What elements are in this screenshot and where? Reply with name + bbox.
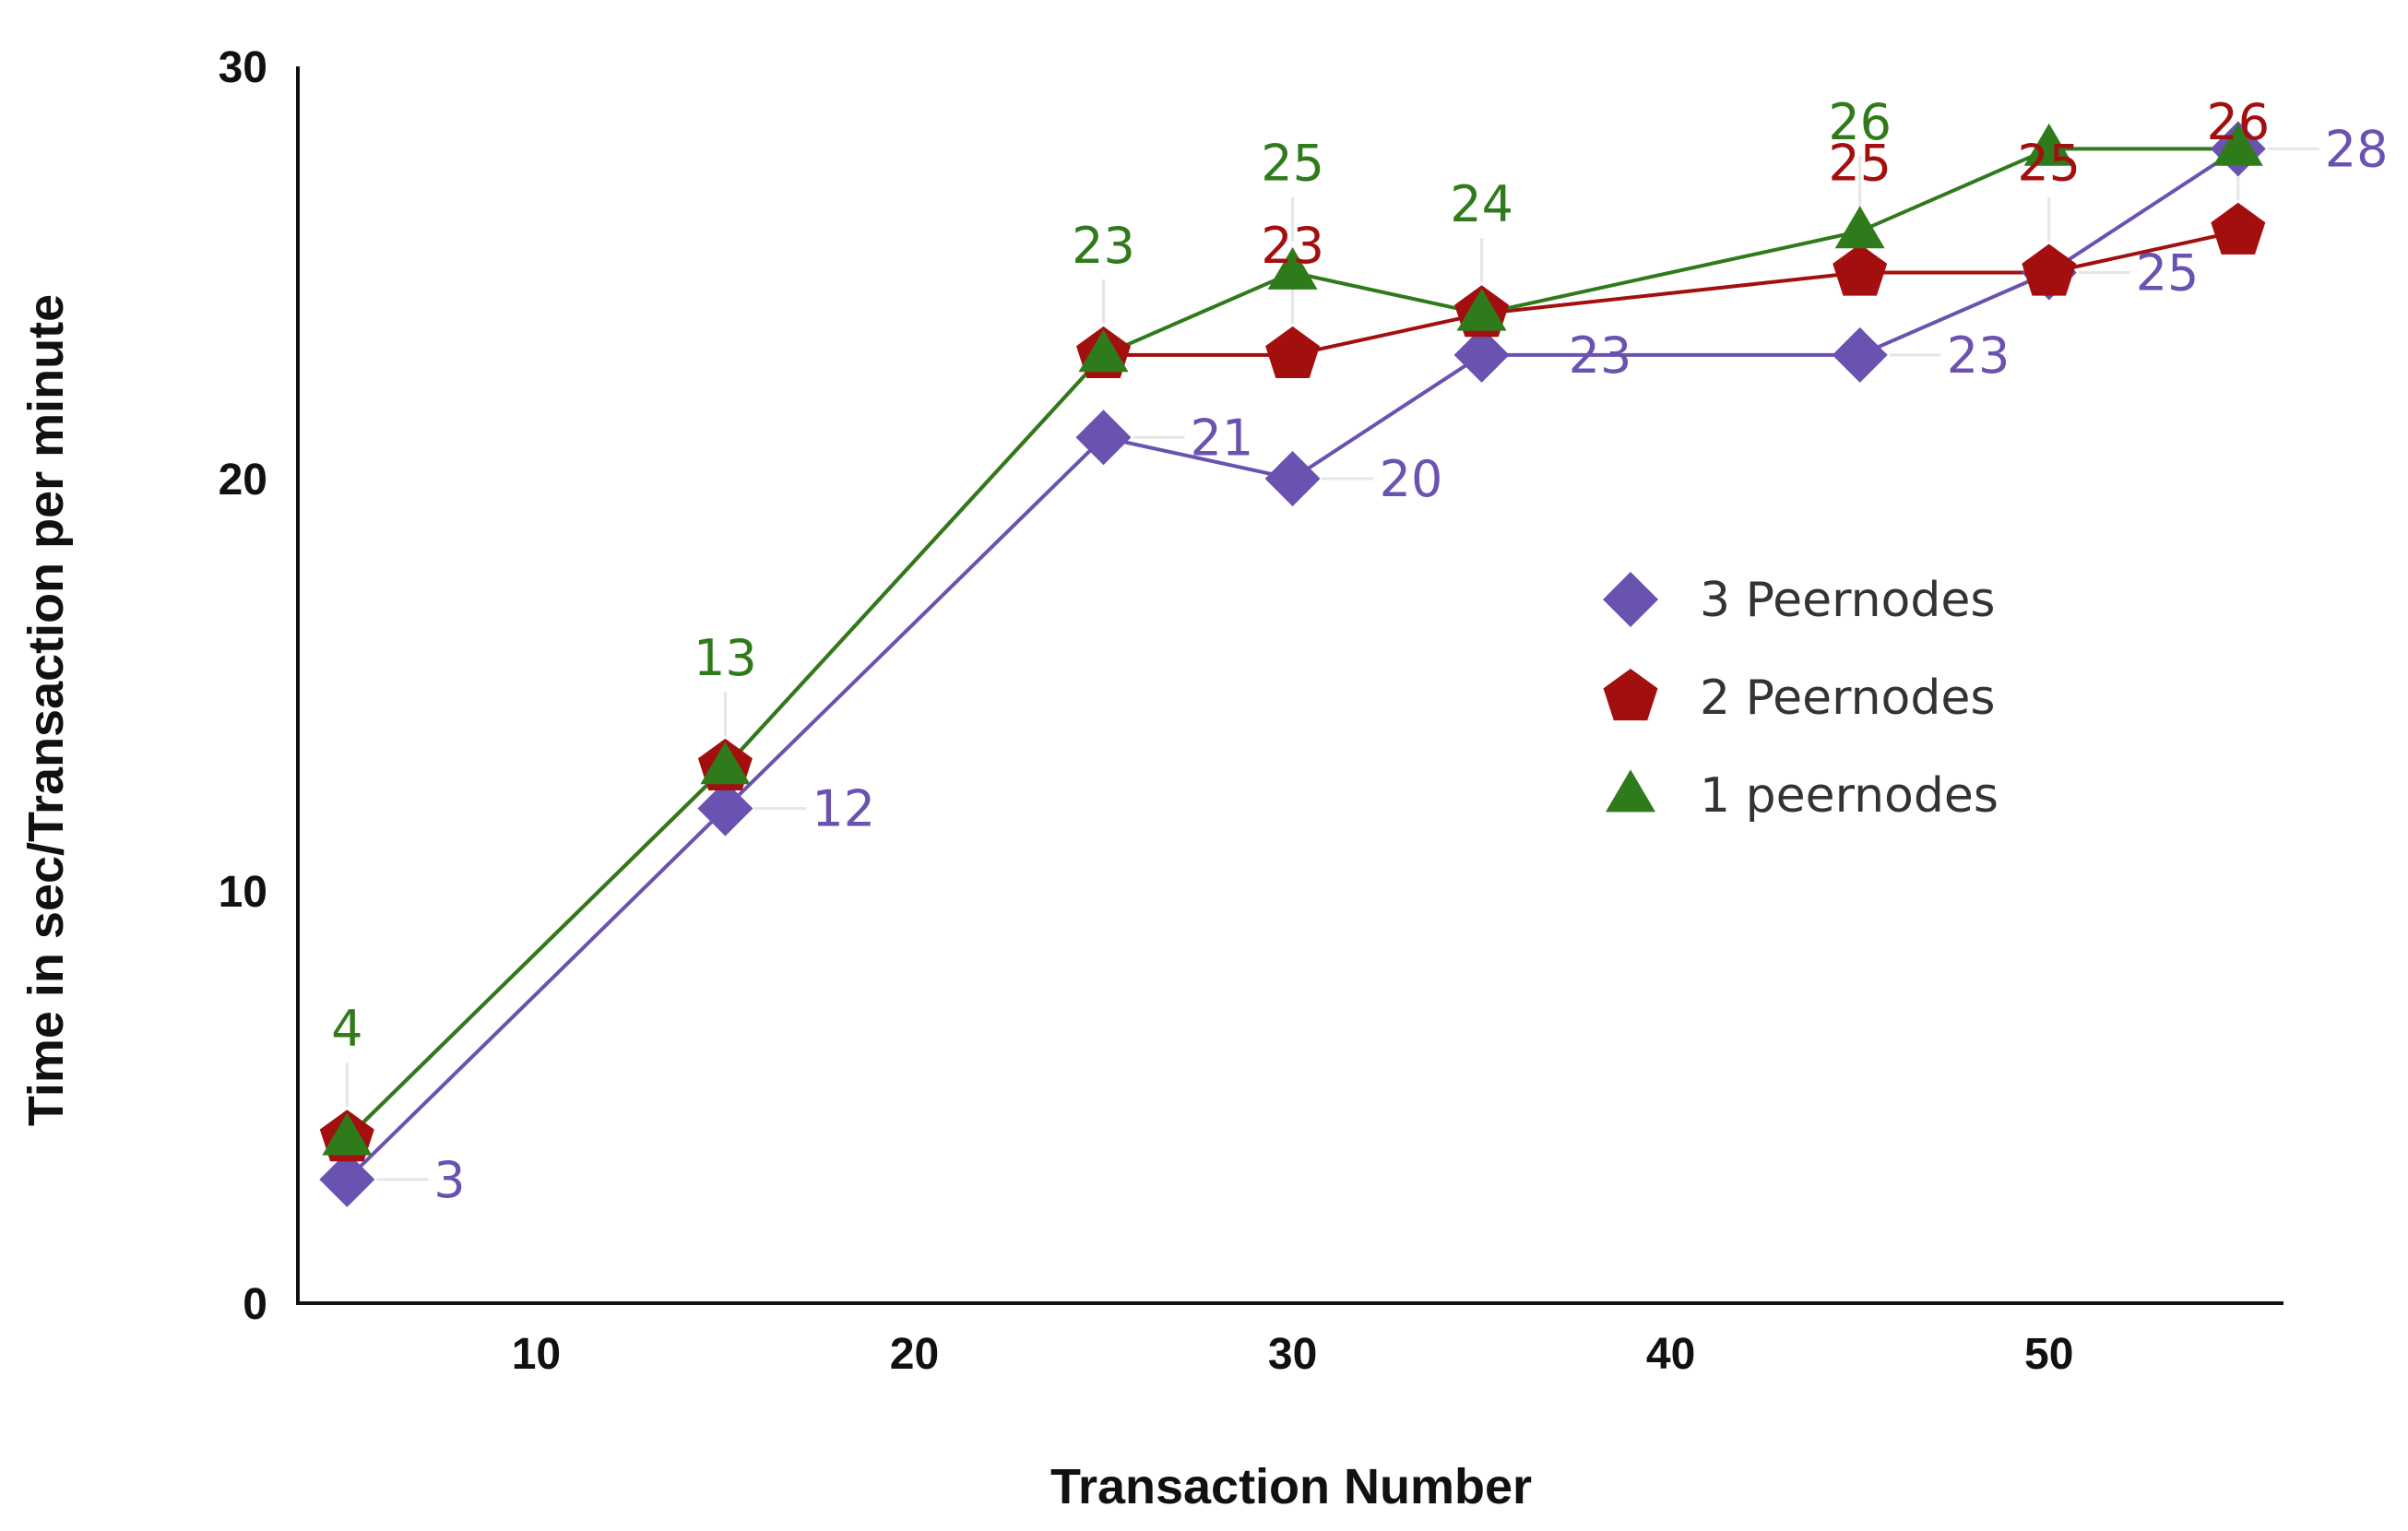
data-label-2-peernodes-3: 23 xyxy=(1261,217,1324,275)
data-label-3-peernodes-0: 3 xyxy=(433,1151,465,1209)
legend-marker-3-peernodes xyxy=(1603,572,1658,627)
marker-1-peernodes-7 xyxy=(2212,123,2263,166)
data-label-3-peernodes-3: 20 xyxy=(1380,450,1443,508)
data-label-1-peernodes-4: 24 xyxy=(1450,175,1513,233)
x-axis-title: Transaction Number xyxy=(1050,1459,1532,1514)
data-label-1-peernodes-2: 23 xyxy=(1072,217,1135,275)
marker-1-peernodes-4 xyxy=(1456,288,1507,331)
x-tick-30: 30 xyxy=(1268,1330,1317,1379)
marker-1-peernodes-0 xyxy=(322,1112,373,1156)
data-label-3-peernodes-1: 12 xyxy=(812,780,875,838)
marker-2-peernodes-7 xyxy=(2211,202,2266,255)
marker-3-peernodes-3 xyxy=(1264,451,1321,506)
marker-1-peernodes-5 xyxy=(1834,206,1885,249)
marker-3-peernodes-2 xyxy=(1075,409,1132,466)
data-label-1-peernodes-3: 25 xyxy=(1261,135,1324,193)
data-label-3-peernodes-2: 21 xyxy=(1191,409,1254,467)
data-label-2-peernodes-5: 25 xyxy=(1828,135,1892,193)
data-label-1-peernodes-1: 13 xyxy=(694,629,757,687)
data-label-3-peernodes-7: 28 xyxy=(2325,120,2389,178)
legend-label-3-peernodes: 3 Peernodes xyxy=(1700,573,1995,628)
y-axis-title: Time in sec/Transaction per minute xyxy=(18,294,74,1126)
y-tick-30: 30 xyxy=(219,43,267,92)
legend-label-2-peernodes: 2 Peernodes xyxy=(1700,671,1995,726)
marker-1-peernodes-3 xyxy=(1267,246,1318,290)
x-tick-40: 40 xyxy=(1646,1330,1695,1379)
series-markers xyxy=(319,121,2266,1207)
data-label-3-peernodes-4: 23 xyxy=(1569,326,1632,385)
marker-3-peernodes-1 xyxy=(697,780,753,837)
marker-2-peernodes-3 xyxy=(1265,326,1320,378)
marker-3-peernodes-0 xyxy=(319,1151,375,1207)
marker-1-peernodes-6 xyxy=(2023,123,2074,166)
series-line-1-peernodes xyxy=(345,147,2238,1140)
marker-1-peernodes-1 xyxy=(700,742,751,785)
data-label-2-peernodes-7: 26 xyxy=(2206,93,2270,151)
marker-2-peernodes-6 xyxy=(2022,243,2077,296)
label-leaders xyxy=(345,147,2319,1181)
x-tick-20: 20 xyxy=(890,1330,939,1379)
series-line-3-peernodes xyxy=(345,147,2239,1181)
x-tick-50: 50 xyxy=(2024,1330,2073,1379)
marker-3-peernodes-5 xyxy=(1832,326,1888,383)
data-label-1-peernodes-5: 26 xyxy=(1828,93,1892,151)
series-lines xyxy=(345,147,2239,1181)
y-tick-20: 20 xyxy=(219,456,267,504)
legend: 3 Peernodes 2 Peernodes 1 peernodes xyxy=(1603,572,1999,824)
y-tick-0: 0 xyxy=(243,1280,267,1329)
marker-1-peernodes-2 xyxy=(1078,329,1129,373)
data-label-3-peernodes-5: 23 xyxy=(1947,326,2011,385)
legend-label-1-peernodes: 1 peernodes xyxy=(1700,768,1999,824)
x-tick-10: 10 xyxy=(512,1330,561,1379)
legend-marker-1-peernodes xyxy=(1606,769,1655,813)
x-tick-labels: 10 20 30 40 50 xyxy=(512,1330,2074,1379)
data-label-2-peernodes-6: 25 xyxy=(2017,135,2081,193)
data-label-1-peernodes-0: 4 xyxy=(331,1000,362,1058)
marker-3-peernodes-4 xyxy=(1453,326,1510,383)
legend-marker-2-peernodes xyxy=(1603,669,1658,721)
y-tick-labels: 0 10 20 30 xyxy=(219,43,267,1329)
marker-2-peernodes-5 xyxy=(1833,243,1888,296)
data-label-3-peernodes-6: 25 xyxy=(2136,244,2200,303)
axes xyxy=(296,66,2283,1305)
y-tick-10: 10 xyxy=(219,868,267,917)
